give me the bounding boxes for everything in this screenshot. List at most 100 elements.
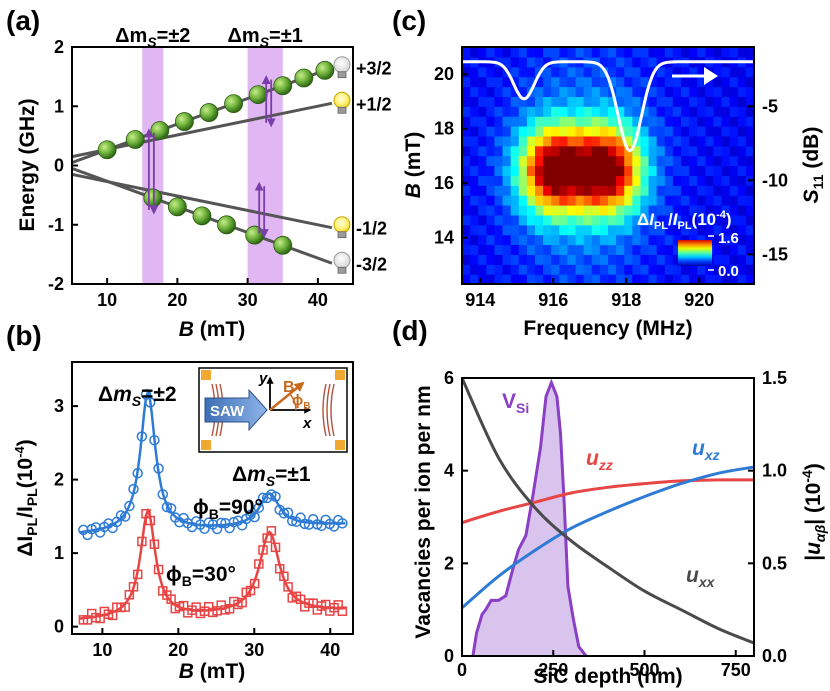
heat-cell: [486, 96, 496, 107]
heat-cell: [713, 205, 723, 216]
heat-cell: [689, 135, 698, 147]
spin-ball-0-3: [174, 112, 194, 131]
heat-cell: [470, 224, 479, 236]
heat-cell: [486, 86, 496, 97]
heat-cell: [526, 205, 536, 216]
heat-cell: [721, 175, 731, 186]
heat-cell: [535, 214, 544, 226]
heat-cell: [632, 224, 642, 236]
heat-cell: [648, 175, 658, 186]
heat-cell: [648, 205, 658, 216]
heat-cell: [591, 126, 601, 137]
heat-cell: [462, 96, 471, 107]
heat-cell: [543, 116, 552, 127]
heat-cell: [486, 116, 496, 127]
heat-cell: [648, 214, 658, 226]
heat-cell: [689, 224, 698, 236]
heat-cell: [583, 195, 593, 206]
heat-cell: [470, 264, 479, 275]
heat-cell: [559, 76, 569, 88]
heat-cell: [551, 195, 560, 206]
heat-cell: [599, 195, 609, 206]
heat-cell: [575, 205, 585, 216]
data-point-1-17: [149, 539, 160, 549]
bulb-icon-1: [333, 91, 351, 114]
heat-cell: [583, 76, 593, 88]
heat-cell: [591, 66, 601, 78]
heat-cell: [681, 66, 690, 78]
inset-y-label: y: [258, 370, 268, 387]
heat-cell: [543, 234, 552, 246]
heat-cell: [737, 175, 747, 186]
data-point-0-18: [153, 463, 164, 474]
y-axis-label-d: Vacancies per ion per nm: [412, 385, 435, 638]
heat-cell: [518, 195, 528, 206]
heat-cell: [599, 244, 609, 255]
heat-cell: [526, 135, 536, 147]
heat-cell: [470, 106, 479, 117]
heat-cell: [478, 126, 487, 137]
heat-cell: [567, 205, 577, 216]
label-uxz: uxz: [692, 437, 720, 463]
heat-cell: [478, 224, 487, 236]
heat-cell: [729, 185, 739, 196]
heat-cell: [526, 47, 536, 58]
heat-cell: [697, 47, 706, 58]
heat-cell: [745, 126, 754, 137]
heat-cell: [518, 244, 528, 255]
heat-cell: [713, 126, 723, 137]
heat-cell: [518, 96, 528, 107]
annotation-dms2: ΔmS=±2: [98, 383, 177, 409]
spin-ball-3-4: [245, 225, 265, 245]
data-point-0-12: [128, 483, 139, 495]
heat-cell: [494, 234, 504, 246]
heat-cell: [608, 126, 617, 137]
heat-cell: [567, 224, 577, 236]
heat-cell: [486, 244, 496, 255]
heat-cell: [632, 106, 642, 117]
heat-cell: [713, 244, 723, 255]
x-tick-label-c-3: 920: [684, 290, 714, 310]
heat-cell: [462, 185, 471, 196]
heat-cell: [737, 96, 747, 107]
heat-cell: [672, 126, 682, 137]
heat-cell: [745, 244, 754, 255]
heat-cell: [681, 214, 690, 226]
x-axis-label-c: Frequency (MHz): [523, 317, 692, 340]
heat-cell: [591, 254, 601, 265]
heat-cell: [640, 86, 650, 97]
heat-cell: [535, 185, 544, 196]
heat-cell: [518, 274, 528, 284]
plot-frame-d: [461, 377, 755, 657]
heat-cell: [697, 175, 706, 186]
heat-cell: [551, 214, 560, 226]
heat-cell: [591, 195, 601, 206]
heat-cell: [616, 254, 625, 265]
heat-cell: [664, 264, 674, 275]
heat-cell: [599, 47, 609, 58]
heat-cell: [462, 76, 471, 88]
inset-angle-arc: [289, 393, 297, 411]
heat-cell: [745, 76, 754, 88]
heat-cell: [681, 126, 690, 137]
heat-cell: [640, 116, 650, 127]
heat-cell: [632, 195, 642, 206]
heat-cell: [551, 96, 560, 107]
y2-tick-label-c-2: -15: [762, 244, 788, 264]
heat-cell: [462, 234, 471, 246]
heat-cell: [624, 185, 633, 196]
heat-cell: [624, 86, 633, 97]
heat-cell: [729, 214, 739, 226]
heat-cell: [543, 155, 552, 167]
heat-cell: [745, 214, 754, 226]
heat-cell: [551, 116, 560, 127]
heat-cell: [543, 96, 552, 107]
heat-cell: [478, 106, 487, 117]
heat-cell: [664, 155, 674, 167]
heat-cell: [494, 135, 504, 147]
data-point-0-11: [124, 500, 135, 512]
heat-cell: [624, 224, 633, 236]
heat-cell: [486, 165, 496, 176]
heat-cell: [462, 195, 471, 206]
heat-cell: [737, 86, 747, 97]
